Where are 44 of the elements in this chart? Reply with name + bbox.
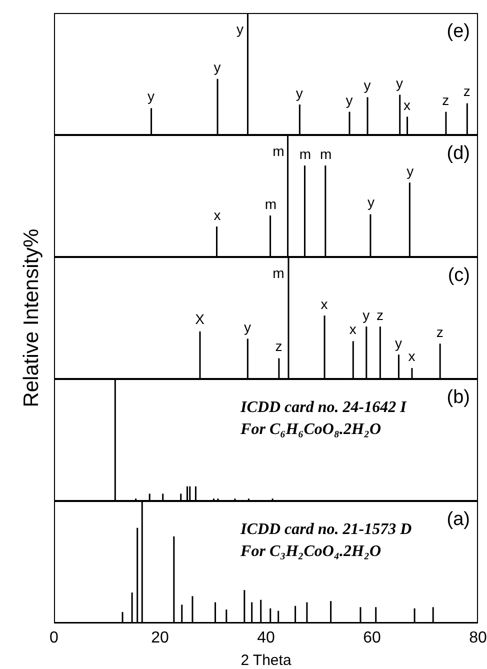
annotation: m	[319, 146, 333, 162]
annotation: m	[298, 146, 312, 162]
annotation: y	[395, 74, 404, 91]
x-axis-title: 2 Theta	[240, 652, 292, 669]
annotation: For C₃H₂CoO₄.2H₂O	[240, 543, 382, 561]
annotation: m	[272, 265, 284, 281]
x-tick-label: 40	[257, 629, 275, 646]
annotation: For C₆H₆CoO₈.2H₂O	[240, 421, 382, 439]
annotation: x	[348, 321, 358, 338]
annotation: y	[366, 194, 376, 210]
annotation: (c)	[446, 265, 470, 287]
x-tick-label: 80	[469, 629, 487, 646]
annotation: ICDD card no. 24-1642 I	[240, 399, 406, 417]
annotation: y	[212, 58, 222, 75]
annotation: z	[376, 306, 384, 323]
annotation: x	[320, 296, 329, 312]
annotation: z	[462, 83, 472, 100]
annotation: y	[344, 92, 354, 108]
annotation: (a)	[446, 509, 470, 531]
annotation: y	[235, 21, 244, 37]
x-tick-label: 20	[151, 629, 169, 646]
annotation: z	[441, 92, 450, 108]
annotation: X	[194, 311, 206, 328]
annotation: (d)	[446, 143, 470, 165]
annotation: (b)	[446, 387, 470, 409]
x-tick-label: 0	[50, 629, 59, 646]
annotation: y	[146, 88, 156, 104]
annotation: x	[402, 96, 412, 113]
annotation: y	[406, 162, 415, 179]
annotation: y	[294, 84, 304, 100]
y-axis-title: Relative Intensity%	[20, 228, 44, 410]
annotation: m	[272, 143, 284, 159]
annotation: y	[362, 77, 372, 94]
annotation: z	[435, 324, 444, 340]
annotation: ICDD card no. 21-1573 D	[240, 521, 412, 539]
annotation: y	[362, 306, 370, 323]
annotation: y	[242, 318, 252, 335]
annotation: z	[274, 338, 284, 354]
annotation: (e)	[446, 21, 470, 43]
annotation: m	[264, 196, 278, 212]
x-tick-label: 60	[363, 629, 381, 646]
annotation: x	[408, 348, 416, 364]
annotation: x	[212, 206, 222, 222]
annotation: y	[395, 334, 402, 351]
